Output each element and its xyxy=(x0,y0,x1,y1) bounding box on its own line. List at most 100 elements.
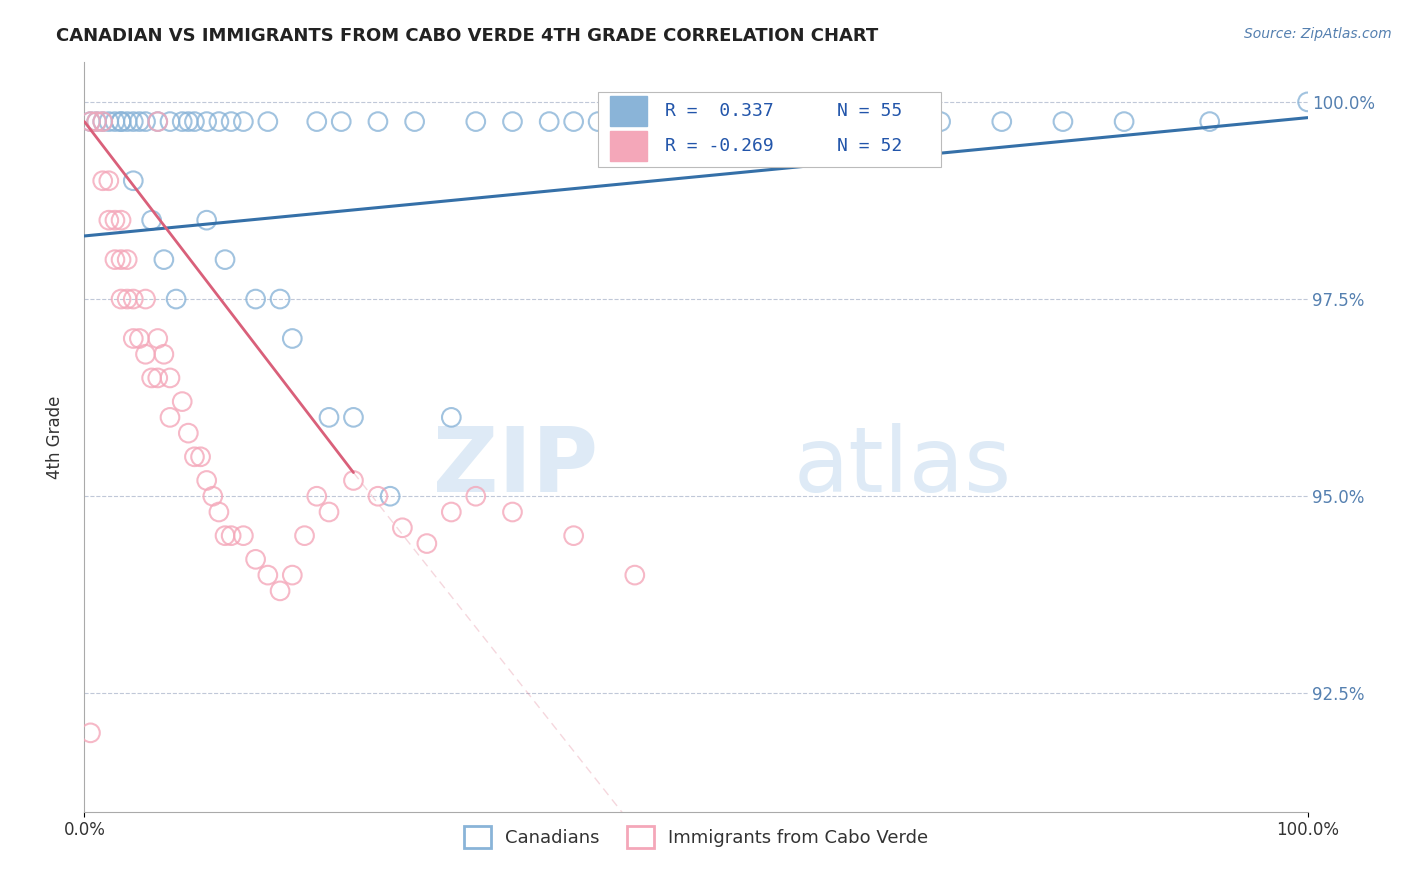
Point xyxy=(219,114,242,128)
Point xyxy=(562,529,585,543)
Point xyxy=(195,114,218,128)
Point xyxy=(214,252,236,267)
Point xyxy=(159,114,181,128)
Point xyxy=(538,114,561,128)
Point xyxy=(1296,95,1319,109)
Point xyxy=(122,114,145,128)
Point xyxy=(141,371,163,385)
Point xyxy=(97,114,120,128)
Point xyxy=(440,505,463,519)
Point xyxy=(135,114,157,128)
Point xyxy=(115,292,138,306)
Point xyxy=(146,114,169,128)
Point xyxy=(128,114,150,128)
Point xyxy=(91,114,114,128)
Point xyxy=(86,114,108,128)
Point xyxy=(586,114,609,128)
Point xyxy=(91,114,114,128)
Text: Source: ZipAtlas.com: Source: ZipAtlas.com xyxy=(1244,27,1392,41)
Bar xyxy=(610,131,647,161)
Y-axis label: 4th Grade: 4th Grade xyxy=(45,395,63,479)
Point xyxy=(464,114,486,128)
Point xyxy=(146,371,169,385)
Point xyxy=(122,292,145,306)
Point xyxy=(342,410,364,425)
Point xyxy=(195,213,218,227)
Point xyxy=(318,410,340,425)
Point xyxy=(135,347,157,361)
Point xyxy=(97,174,120,188)
Point xyxy=(624,568,647,582)
Point xyxy=(440,410,463,425)
Point xyxy=(190,450,212,464)
Point xyxy=(86,114,108,128)
Point xyxy=(135,292,157,306)
Point xyxy=(219,529,242,543)
Point xyxy=(502,505,524,519)
Point xyxy=(342,474,364,488)
Point xyxy=(245,552,267,566)
Text: atlas: atlas xyxy=(794,423,1012,511)
Point xyxy=(380,489,402,503)
Point xyxy=(747,114,769,128)
Text: CANADIAN VS IMMIGRANTS FROM CABO VERDE 4TH GRADE CORRELATION CHART: CANADIAN VS IMMIGRANTS FROM CABO VERDE 4… xyxy=(56,27,879,45)
Point xyxy=(807,114,830,128)
Point xyxy=(214,529,236,543)
Point xyxy=(305,114,328,128)
Legend: Canadians, Immigrants from Cabo Verde: Canadians, Immigrants from Cabo Verde xyxy=(457,819,935,855)
Text: N = 52: N = 52 xyxy=(837,137,901,155)
Point xyxy=(79,726,101,740)
Point xyxy=(146,114,169,128)
Point xyxy=(562,114,585,128)
Point xyxy=(612,114,634,128)
Point xyxy=(991,114,1014,128)
Point xyxy=(245,292,267,306)
Point xyxy=(464,489,486,503)
Point xyxy=(97,213,120,227)
Point xyxy=(153,252,176,267)
Point xyxy=(232,114,254,128)
Point xyxy=(232,529,254,543)
Point xyxy=(305,489,328,503)
Point xyxy=(367,489,389,503)
Point xyxy=(110,114,132,128)
Point xyxy=(165,292,187,306)
Point xyxy=(294,529,316,543)
Point xyxy=(318,505,340,519)
Point xyxy=(330,114,353,128)
Point xyxy=(110,213,132,227)
Point xyxy=(367,114,389,128)
Point xyxy=(416,536,439,550)
Point xyxy=(177,426,200,441)
Point xyxy=(208,505,231,519)
Point xyxy=(122,174,145,188)
Point xyxy=(208,114,231,128)
Point xyxy=(79,114,101,128)
Text: ZIP: ZIP xyxy=(433,423,598,511)
Text: R = -0.269: R = -0.269 xyxy=(665,137,775,155)
Point xyxy=(104,213,127,227)
Point xyxy=(391,521,413,535)
Point xyxy=(128,331,150,345)
Point xyxy=(104,252,127,267)
Point xyxy=(104,114,127,128)
Point xyxy=(404,114,426,128)
Point xyxy=(91,174,114,188)
Point xyxy=(110,292,132,306)
Point xyxy=(269,583,291,598)
Point xyxy=(141,213,163,227)
Point xyxy=(1114,114,1136,128)
Point xyxy=(159,410,181,425)
Point xyxy=(502,114,524,128)
Point xyxy=(146,331,169,345)
Point xyxy=(281,568,304,582)
Point xyxy=(257,568,280,582)
FancyBboxPatch shape xyxy=(598,93,941,168)
Point xyxy=(281,331,304,345)
Point xyxy=(183,450,205,464)
Point xyxy=(1198,114,1220,128)
Bar xyxy=(610,96,647,126)
Point xyxy=(115,252,138,267)
Point xyxy=(257,114,280,128)
Text: N = 55: N = 55 xyxy=(837,103,901,120)
